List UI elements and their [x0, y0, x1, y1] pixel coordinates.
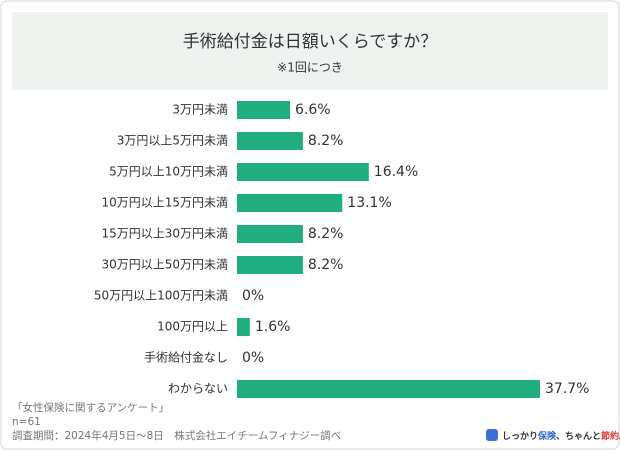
bar — [237, 163, 369, 181]
value-label: 0% — [242, 350, 264, 366]
value-label: 13.1% — [347, 195, 391, 211]
logo-part: 保険 — [537, 430, 557, 442]
bar — [237, 225, 303, 243]
category-label: 3万円以上5万円未満 — [117, 134, 228, 148]
bar — [237, 256, 303, 274]
value-label: 8.2% — [308, 257, 344, 273]
value-label: 8.2% — [308, 133, 344, 149]
category-label: 30万円以上50万円未満 — [101, 258, 228, 272]
logo: しっかり保険、ちゃんと節約。 — [502, 430, 620, 442]
footer-survey: 「女性保険に関するアンケート」 — [12, 401, 169, 414]
footer-n: n=61 — [12, 416, 41, 428]
category-label: 15万円以上30万円未満 — [101, 227, 228, 241]
bar — [237, 194, 343, 212]
header-box — [12, 12, 608, 90]
category-label: 手術給付金なし — [144, 350, 228, 365]
bar — [237, 132, 303, 150]
category-label: わからない — [168, 382, 228, 396]
bar — [237, 101, 291, 119]
value-label: 6.6% — [295, 102, 331, 118]
bar — [237, 380, 540, 398]
logo-part: しっかり — [502, 431, 538, 442]
category-label: 5万円以上10万円未満 — [109, 165, 228, 179]
value-label: 0% — [242, 288, 264, 304]
chart-title: 手術給付金は日額いくらですか？ — [183, 32, 438, 52]
category-label: 10万円以上15万円未満 — [101, 196, 228, 210]
logo-part: 、ちゃんと — [556, 431, 601, 442]
bar — [237, 318, 250, 336]
logo-icon — [486, 429, 498, 441]
category-label: 50万円以上100万円未満 — [94, 289, 228, 303]
category-label: 3万円未満 — [172, 103, 228, 117]
value-label: 16.4% — [374, 164, 418, 180]
value-label: 8.2% — [308, 226, 344, 242]
footer-period: 調査期間：2024年4月5日～8日 株式会社エイチームフィナジー調べ — [12, 429, 341, 442]
value-label: 1.6% — [255, 319, 291, 335]
category-label: 100万円以上 — [157, 320, 228, 334]
chart-subtitle: ※1回につき — [277, 61, 343, 75]
value-label: 37.7% — [545, 381, 589, 397]
logo-part: 節約。 — [600, 430, 620, 442]
